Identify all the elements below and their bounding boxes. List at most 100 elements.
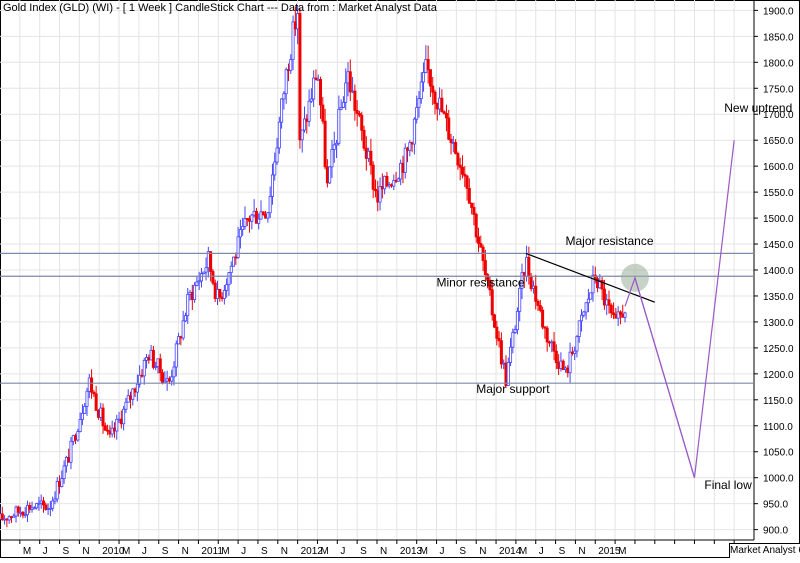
candle-body xyxy=(534,285,538,302)
candle-body xyxy=(229,265,233,273)
candle-body xyxy=(270,174,274,197)
candle-body xyxy=(612,312,616,316)
candle-body xyxy=(142,359,146,377)
candle-body xyxy=(389,184,393,187)
candle-body xyxy=(543,326,547,329)
candle-body xyxy=(447,117,451,140)
candle-body xyxy=(396,178,400,182)
candle-body xyxy=(284,69,288,95)
x-tick-label: N xyxy=(182,546,189,557)
annotation-label: Final low xyxy=(704,478,752,492)
candle-body xyxy=(495,326,499,339)
candle-body xyxy=(509,346,513,363)
candle-body xyxy=(101,407,105,427)
candle-body xyxy=(12,515,16,518)
candle-body xyxy=(188,291,192,295)
projection-line xyxy=(634,277,696,478)
candle-body xyxy=(451,142,455,144)
candle-body xyxy=(156,358,160,367)
candle-body xyxy=(286,69,290,72)
candle-body xyxy=(525,256,529,278)
candle-body xyxy=(195,281,199,286)
candle-body xyxy=(602,288,606,306)
candle-body xyxy=(87,377,91,392)
candle-body xyxy=(376,190,380,203)
y-tick-label: 1100.0 xyxy=(763,422,793,433)
x-tick-label: 2011 xyxy=(201,546,223,557)
candle-body xyxy=(275,147,279,163)
y-tick-label: 1350.0 xyxy=(763,292,794,303)
candle-body xyxy=(140,374,144,377)
candle-body xyxy=(161,372,165,384)
candle-body xyxy=(465,175,469,189)
candle-body xyxy=(126,395,130,403)
candle-body xyxy=(600,280,604,290)
candle-body xyxy=(460,166,464,175)
brand-label: Market Analyst 6 xyxy=(729,543,800,558)
candle-body xyxy=(138,374,142,385)
candle-body xyxy=(580,314,584,322)
candle-body xyxy=(78,419,82,432)
candle-body xyxy=(559,360,563,369)
candle-body xyxy=(172,366,176,378)
candle-body xyxy=(479,243,483,248)
candle-body xyxy=(346,71,350,84)
y-tick-label: 1050.0 xyxy=(763,448,794,459)
candle-body xyxy=(170,376,174,382)
candle-body xyxy=(474,214,478,238)
candle-body xyxy=(163,380,167,384)
candle-body xyxy=(135,383,139,393)
candle-body xyxy=(355,110,359,114)
candle-body xyxy=(58,481,62,488)
candle-body xyxy=(243,218,247,227)
candle-body xyxy=(181,320,185,339)
annotation-label: Minor resistance xyxy=(437,276,525,290)
candle-body xyxy=(190,291,194,300)
candle-body xyxy=(467,187,471,204)
candle-body xyxy=(493,314,497,328)
candle-body xyxy=(424,59,428,73)
candle-body xyxy=(131,388,135,400)
candle-body xyxy=(586,298,590,304)
candle-body xyxy=(463,173,467,177)
candle-body xyxy=(145,357,149,361)
candle-body xyxy=(23,514,27,517)
y-tick-label: 1900.0 xyxy=(763,6,794,17)
candle-body xyxy=(589,292,593,300)
x-tick-label: 2010 xyxy=(102,546,125,557)
candle-body xyxy=(531,285,535,289)
candle-body xyxy=(211,271,215,284)
x-tick-label: J xyxy=(142,546,147,557)
candle-body xyxy=(28,505,32,510)
y-tick-label: 900.0 xyxy=(763,526,788,537)
candle-body xyxy=(14,506,18,517)
candle-body xyxy=(268,196,272,214)
x-tick-label: M xyxy=(519,546,527,557)
x-tick-label: S xyxy=(162,546,169,557)
x-tick-label: 2015 xyxy=(598,546,621,557)
candle-body xyxy=(309,98,313,102)
candle-body xyxy=(321,104,325,122)
candle-body xyxy=(158,358,162,374)
candle-body xyxy=(99,407,103,418)
candle-body xyxy=(291,21,295,60)
candle-body xyxy=(179,336,183,339)
candle-body xyxy=(117,418,121,421)
candle-body xyxy=(335,142,339,146)
candle-body xyxy=(64,456,68,467)
y-tick-label: 950.0 xyxy=(763,500,788,511)
candle-body xyxy=(92,391,96,395)
y-tick-label: 1400.0 xyxy=(763,266,794,277)
y-tick-label: 1200.0 xyxy=(763,370,794,381)
candle-body xyxy=(538,305,542,311)
candle-body xyxy=(577,320,581,337)
candle-body xyxy=(426,59,430,70)
candle-body xyxy=(151,349,155,368)
candle-body xyxy=(85,390,89,407)
x-tick-label: M xyxy=(221,546,229,557)
candle-body xyxy=(69,440,73,463)
candle-body xyxy=(110,427,114,435)
candle-body xyxy=(30,507,34,510)
candle-body xyxy=(96,410,100,418)
